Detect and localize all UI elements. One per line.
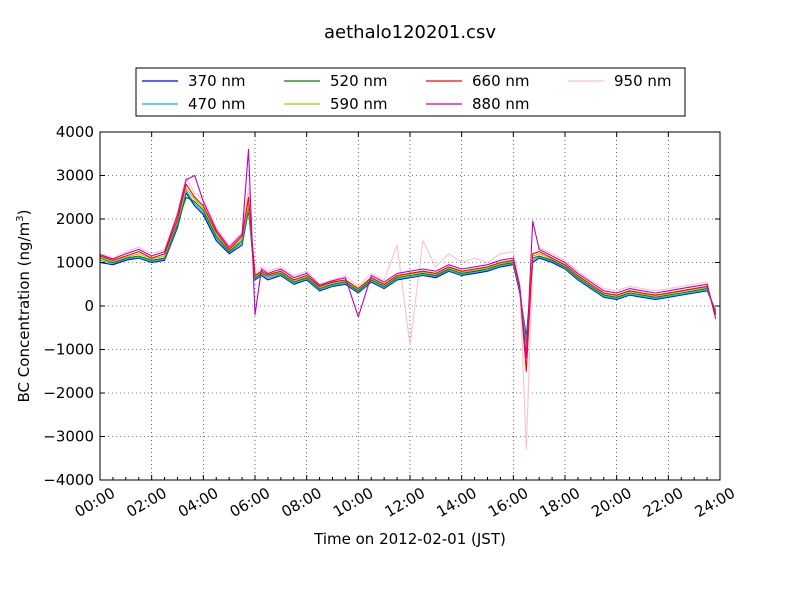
- y-axis-label: BC Concentration (ng/m3): [15, 210, 33, 403]
- series-line-590-nm: [99, 188, 717, 351]
- legend-entry: 880 nm: [472, 95, 530, 113]
- y-tick-label: 3000: [56, 167, 94, 185]
- y-tick-label: 4000: [56, 123, 94, 141]
- y-tick-label: −1000: [43, 341, 94, 359]
- y-tick-label: 1000: [56, 254, 94, 272]
- y-tick-label: −4000: [43, 471, 94, 489]
- y-tick-label: −3000: [43, 428, 94, 446]
- series-line-470-nm: [99, 190, 717, 342]
- y-tick-label: 2000: [56, 210, 94, 228]
- series-line-520-nm: [99, 196, 717, 346]
- x-axis-label: Time on 2012-02-01 (JST): [313, 530, 506, 548]
- legend-entry: 520 nm: [330, 72, 388, 90]
- legend-entry: 950 nm: [614, 72, 672, 90]
- series-line-370-nm: [99, 192, 717, 338]
- legend-entry: 370 nm: [188, 72, 246, 90]
- legend-entry: 660 nm: [472, 72, 530, 90]
- chart-title: aethalo120201.csv: [324, 22, 496, 43]
- legend-box: [135, 67, 686, 117]
- y-tick-label: 0: [84, 297, 94, 315]
- series-line-880-nm: [99, 148, 717, 359]
- legend-entry: 470 nm: [188, 95, 246, 113]
- y-axis-label-tail: ): [15, 210, 33, 216]
- y-axis-label-superscript: 3: [15, 215, 26, 221]
- y-axis: −4000 −3000 −2000 −1000 0 1000 2000 3000 4000: [43, 123, 720, 489]
- grid-lines: [100, 132, 720, 480]
- legend: 370 nm 470 nm 520 nm 590 nm 660 nm 880 nm 950 …: [135, 67, 686, 117]
- series-line-660-nm: [99, 183, 717, 372]
- legend-entry: 590 nm: [330, 95, 388, 113]
- y-axis-label-main: BC Concentration (ng/m: [15, 222, 33, 403]
- y-tick-label: −2000: [43, 384, 94, 402]
- series-layer: [99, 148, 717, 451]
